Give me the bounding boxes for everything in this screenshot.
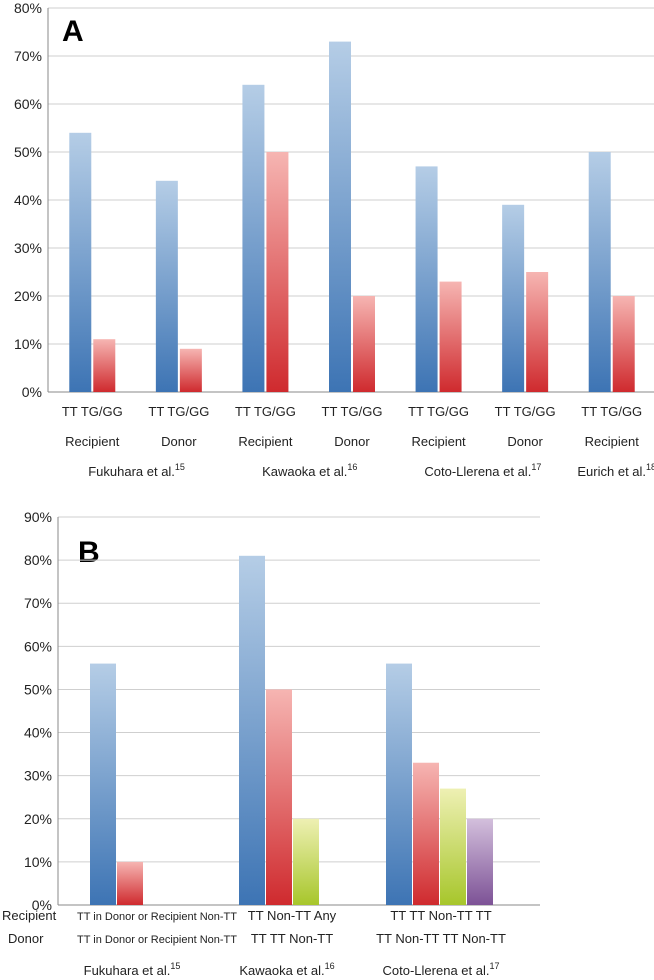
row-label-donor: Donor — [8, 931, 44, 946]
bar-a-g2-s1 — [266, 152, 289, 392]
study-ref: 16 — [325, 961, 335, 971]
category-label-a: TT TG/GG — [495, 404, 556, 419]
bar-a-g2-s0 — [242, 84, 265, 393]
category-label-a: TT TG/GG — [322, 404, 383, 419]
study-ref: 18 — [646, 462, 654, 472]
chart-panel-b: B 0% 10% 20% 30% 40% 50% 60% 70% 80% 90% TT in Don… — [2, 509, 540, 978]
study-name: Kawaoka et al. — [262, 464, 347, 479]
category-label-a: TT TG/GG — [148, 404, 209, 419]
study-ref: 17 — [531, 462, 541, 472]
study-ref: 15 — [170, 961, 180, 971]
category-line2-b: TT TT Non-TT — [251, 931, 333, 946]
bar-a-g6-s1 — [612, 296, 635, 392]
b-y-tick-label: 60% — [24, 638, 52, 654]
bar-b-g0-s0 — [90, 663, 116, 905]
role-label-a: Donor — [334, 434, 370, 449]
role-label-a: Recipient — [585, 434, 640, 449]
category-line1-b: TT TT Non-TT TT — [390, 908, 491, 923]
category-line2-b: TT in Donor or Recipient Non-TT — [77, 934, 237, 946]
category-line2-b: TT Non-TT TT Non-TT — [376, 931, 506, 946]
panel-label-a: A — [62, 15, 84, 48]
study-label-b: Kawaoka et al.16 — [239, 961, 334, 978]
study-name: Fukuhara et al. — [84, 963, 171, 978]
bar-b-g2-s3 — [467, 818, 493, 905]
a-y-tick-label: 60% — [14, 96, 42, 112]
category-label-a: TT TG/GG — [62, 404, 123, 419]
role-label-a: Recipient — [411, 434, 466, 449]
bar-a-g0-s0 — [69, 132, 92, 393]
bar-a-g1-s1 — [179, 348, 202, 392]
b-y-tick-label: 40% — [24, 725, 52, 741]
category-line1-b: TT Non-TT Any — [248, 908, 337, 923]
bar-a-g1-s0 — [155, 180, 178, 392]
bar-b-g1-s2 — [293, 818, 319, 905]
a-y-tick-label: 20% — [14, 288, 42, 304]
bar-a-g3-s0 — [329, 41, 351, 392]
a-y-tick-label: 40% — [14, 192, 42, 208]
study-ref: 15 — [175, 462, 185, 472]
category-label-a: TT TG/GG — [408, 404, 469, 419]
study-ref: 16 — [347, 462, 357, 472]
study-name: Eurich et al. — [577, 464, 646, 479]
study-label-a: Fukuhara et al.15 — [88, 462, 185, 479]
bar-a-g5-s1 — [526, 272, 549, 392]
panel-label-b: B — [78, 536, 100, 569]
b-y-tick-label: 70% — [24, 595, 52, 611]
bar-a-g6-s0 — [588, 152, 611, 392]
a-y-tick-label: 70% — [14, 48, 42, 64]
chart-panel-a: A 0% 10% 20% 30% 40% 50% 60% 70% 80% TT TG/GG Reci… — [14, 0, 654, 479]
bar-b-g2-s1 — [413, 762, 439, 905]
study-ref: 17 — [489, 961, 499, 971]
bar-a-g0-s1 — [93, 339, 116, 392]
bar-b-g1-s0 — [239, 555, 265, 905]
role-label-a: Donor — [161, 434, 197, 449]
b-y-tick-label: 50% — [24, 681, 52, 697]
role-label-a: Recipient — [65, 434, 120, 449]
b-y-tick-label: 0% — [32, 897, 52, 913]
row-label-recipient: Recipient — [2, 908, 57, 923]
study-label-a: Coto-Llerena et al.17 — [424, 462, 541, 479]
b-y-tick-label: 30% — [24, 768, 52, 784]
study-name: Fukuhara et al. — [88, 464, 175, 479]
bar-a-g4-s0 — [415, 166, 438, 392]
category-line1-b: TT in Donor or Recipient Non-TT — [77, 911, 237, 923]
a-y-tick-label: 0% — [22, 384, 42, 400]
bar-b-g1-s1 — [266, 689, 292, 905]
role-label-a: Recipient — [238, 434, 293, 449]
study-name: Coto-Llerena et al. — [383, 963, 490, 978]
study-label-b: Fukuhara et al.15 — [84, 961, 181, 978]
category-label-a: TT TG/GG — [581, 404, 642, 419]
role-label-a: Donor — [507, 434, 543, 449]
b-y-tick-label: 10% — [24, 854, 52, 870]
b-y-tick-label: 80% — [24, 552, 52, 568]
a-y-tick-label: 80% — [14, 0, 42, 16]
bar-b-g0-s1 — [117, 861, 143, 905]
bar-b-g2-s0 — [386, 663, 412, 905]
a-y-tick-label: 50% — [14, 144, 42, 160]
a-y-tick-label: 30% — [14, 240, 42, 256]
bar-a-g3-s1 — [353, 296, 375, 392]
study-name: Kawaoka et al. — [239, 963, 324, 978]
bar-a-g4-s1 — [439, 281, 462, 392]
a-y-tick-label: 10% — [14, 336, 42, 352]
category-label-a: TT TG/GG — [235, 404, 296, 419]
b-y-tick-label: 20% — [24, 811, 52, 827]
study-label-a: Eurich et al.18 — [577, 462, 654, 479]
bar-a-g5-s0 — [502, 204, 525, 392]
study-name: Coto-Llerena et al. — [424, 464, 531, 479]
study-label-b: Coto-Llerena et al.17 — [383, 961, 500, 978]
study-label-a: Kawaoka et al.16 — [262, 462, 357, 479]
bar-b-g2-s2 — [440, 788, 466, 905]
b-y-tick-label: 90% — [24, 509, 52, 525]
